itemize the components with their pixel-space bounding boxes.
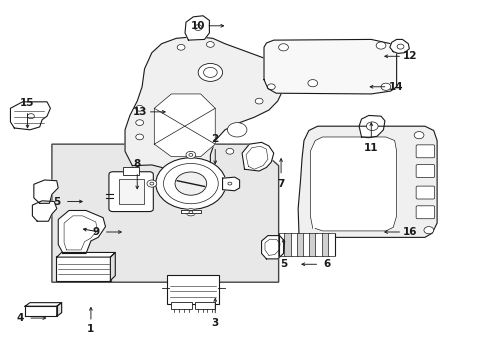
FancyBboxPatch shape [195,302,214,310]
FancyBboxPatch shape [122,167,139,175]
Polygon shape [57,252,115,257]
FancyBboxPatch shape [109,172,153,212]
Circle shape [255,98,263,104]
FancyBboxPatch shape [315,233,322,256]
FancyBboxPatch shape [415,145,434,158]
Circle shape [267,84,275,90]
Circle shape [194,25,202,31]
Polygon shape [125,37,284,175]
Polygon shape [261,235,284,259]
Polygon shape [298,126,436,253]
Polygon shape [10,102,50,130]
Circle shape [366,122,377,131]
Circle shape [27,114,34,119]
Text: 14: 14 [387,82,402,92]
FancyBboxPatch shape [415,206,434,219]
Polygon shape [32,201,57,221]
FancyBboxPatch shape [327,233,334,256]
Text: 12: 12 [402,51,417,61]
Circle shape [147,180,157,187]
Polygon shape [25,306,57,316]
Circle shape [156,158,225,210]
FancyBboxPatch shape [415,186,434,199]
Text: 6: 6 [323,259,330,269]
Text: 15: 15 [20,98,35,108]
Circle shape [198,63,222,81]
Polygon shape [52,144,278,282]
Circle shape [227,123,246,137]
Text: 1: 1 [87,324,94,334]
Circle shape [185,151,195,158]
Polygon shape [110,252,115,280]
Polygon shape [358,116,384,138]
FancyBboxPatch shape [56,256,111,281]
Polygon shape [181,211,200,213]
Circle shape [413,132,423,139]
Text: 9: 9 [92,227,99,237]
Circle shape [185,209,195,216]
Circle shape [203,67,217,77]
FancyBboxPatch shape [415,165,434,177]
Circle shape [206,41,214,47]
Text: 13: 13 [132,107,146,117]
Polygon shape [389,40,408,53]
Text: 4: 4 [17,313,24,323]
FancyBboxPatch shape [170,302,192,310]
Text: 3: 3 [211,319,219,328]
Polygon shape [154,94,215,157]
Circle shape [375,42,385,49]
Text: 8: 8 [133,159,141,169]
Circle shape [307,80,317,87]
Text: 11: 11 [363,143,378,153]
Text: 7: 7 [277,179,284,189]
FancyBboxPatch shape [278,233,285,256]
Text: 10: 10 [190,21,205,31]
Circle shape [150,182,154,185]
Circle shape [175,172,206,195]
FancyBboxPatch shape [321,233,328,256]
Polygon shape [310,137,396,231]
FancyBboxPatch shape [303,233,310,256]
FancyBboxPatch shape [296,233,304,256]
Circle shape [396,44,403,49]
Circle shape [136,134,143,140]
Circle shape [227,182,231,185]
Circle shape [423,226,433,234]
Circle shape [177,44,184,50]
Circle shape [136,120,143,126]
Text: 5: 5 [53,197,61,207]
Circle shape [380,83,390,90]
FancyBboxPatch shape [308,233,316,256]
FancyBboxPatch shape [119,179,144,204]
FancyBboxPatch shape [167,275,219,304]
Circle shape [188,153,192,156]
Circle shape [188,211,192,214]
Circle shape [136,105,143,111]
Text: 2: 2 [211,134,219,144]
Circle shape [278,44,288,51]
FancyBboxPatch shape [284,233,291,256]
FancyBboxPatch shape [290,233,297,256]
Polygon shape [34,180,58,203]
Circle shape [225,148,233,154]
Polygon shape [57,303,61,316]
Polygon shape [184,16,209,40]
Polygon shape [264,40,396,94]
Polygon shape [222,177,239,191]
Text: 16: 16 [402,227,417,237]
Polygon shape [58,211,105,253]
Polygon shape [25,303,61,306]
Circle shape [224,180,234,187]
Text: 5: 5 [279,259,286,269]
Circle shape [163,163,218,204]
Polygon shape [242,142,273,171]
